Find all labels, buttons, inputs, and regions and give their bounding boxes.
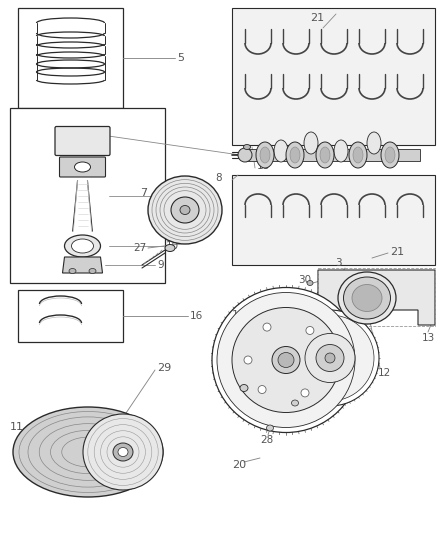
Ellipse shape [281, 310, 379, 406]
Bar [18, 8, 123, 108]
Text: 29: 29 [157, 363, 171, 373]
Text: 20: 20 [232, 460, 246, 470]
Text: 16: 16 [190, 311, 203, 321]
Bar [18, 290, 123, 342]
Bar [245, 149, 420, 161]
Text: 10: 10 [166, 241, 179, 251]
Ellipse shape [89, 269, 96, 273]
Polygon shape [232, 8, 435, 145]
Text: 11: 11 [10, 422, 24, 432]
Ellipse shape [74, 162, 91, 172]
Text: 14: 14 [312, 403, 325, 413]
Ellipse shape [286, 142, 304, 168]
Ellipse shape [83, 414, 163, 490]
Ellipse shape [307, 280, 313, 286]
Ellipse shape [320, 356, 328, 364]
Text: 4: 4 [242, 150, 249, 160]
Ellipse shape [343, 277, 391, 319]
Ellipse shape [381, 142, 399, 168]
Ellipse shape [69, 269, 76, 273]
Ellipse shape [244, 356, 252, 364]
Text: 12: 12 [378, 368, 391, 378]
Ellipse shape [232, 308, 340, 413]
Polygon shape [318, 270, 435, 325]
Ellipse shape [286, 315, 374, 401]
Ellipse shape [258, 385, 266, 393]
Text: 21: 21 [390, 247, 404, 257]
Ellipse shape [305, 334, 355, 383]
Text: 21: 21 [310, 13, 324, 23]
Text: 19: 19 [158, 191, 171, 201]
Text: 8: 8 [215, 173, 222, 183]
Ellipse shape [263, 323, 271, 331]
FancyBboxPatch shape [55, 126, 110, 156]
Text: 27: 27 [133, 243, 146, 253]
Ellipse shape [367, 132, 381, 154]
Ellipse shape [290, 147, 300, 163]
Text: 5: 5 [177, 53, 184, 63]
Polygon shape [63, 257, 102, 273]
Text: 18: 18 [257, 161, 270, 171]
Ellipse shape [334, 140, 348, 162]
Ellipse shape [338, 272, 396, 324]
Ellipse shape [301, 389, 309, 397]
Ellipse shape [260, 147, 270, 163]
Ellipse shape [352, 285, 382, 311]
Ellipse shape [165, 245, 175, 252]
Ellipse shape [316, 142, 334, 168]
Ellipse shape [256, 142, 274, 168]
Text: 3: 3 [335, 258, 342, 268]
Ellipse shape [238, 148, 252, 162]
Ellipse shape [64, 235, 100, 257]
Ellipse shape [316, 344, 344, 372]
Ellipse shape [212, 287, 360, 432]
Ellipse shape [13, 407, 163, 497]
Ellipse shape [304, 132, 318, 154]
Ellipse shape [71, 239, 93, 253]
Ellipse shape [113, 443, 133, 461]
Bar [10, 108, 165, 283]
Text: 7: 7 [140, 188, 147, 198]
Text: 2: 2 [302, 300, 309, 310]
Text: 6: 6 [230, 363, 237, 373]
Text: 1: 1 [232, 310, 239, 320]
Ellipse shape [148, 176, 222, 244]
Ellipse shape [349, 142, 367, 168]
Ellipse shape [272, 346, 300, 374]
Ellipse shape [385, 147, 395, 163]
Ellipse shape [266, 425, 273, 431]
Ellipse shape [278, 352, 294, 367]
Ellipse shape [244, 144, 251, 149]
Ellipse shape [240, 384, 248, 392]
Ellipse shape [217, 293, 355, 427]
Ellipse shape [180, 206, 190, 214]
Ellipse shape [118, 448, 128, 456]
Ellipse shape [320, 147, 330, 163]
Ellipse shape [353, 147, 363, 163]
FancyBboxPatch shape [60, 157, 106, 177]
Text: 13: 13 [422, 333, 435, 343]
Ellipse shape [292, 400, 299, 406]
Text: 9: 9 [157, 260, 164, 270]
Ellipse shape [171, 197, 199, 223]
Ellipse shape [325, 353, 335, 363]
Ellipse shape [306, 327, 314, 335]
Polygon shape [232, 175, 435, 265]
Text: 30: 30 [298, 275, 311, 285]
Text: 28: 28 [260, 435, 273, 445]
Ellipse shape [274, 140, 288, 162]
